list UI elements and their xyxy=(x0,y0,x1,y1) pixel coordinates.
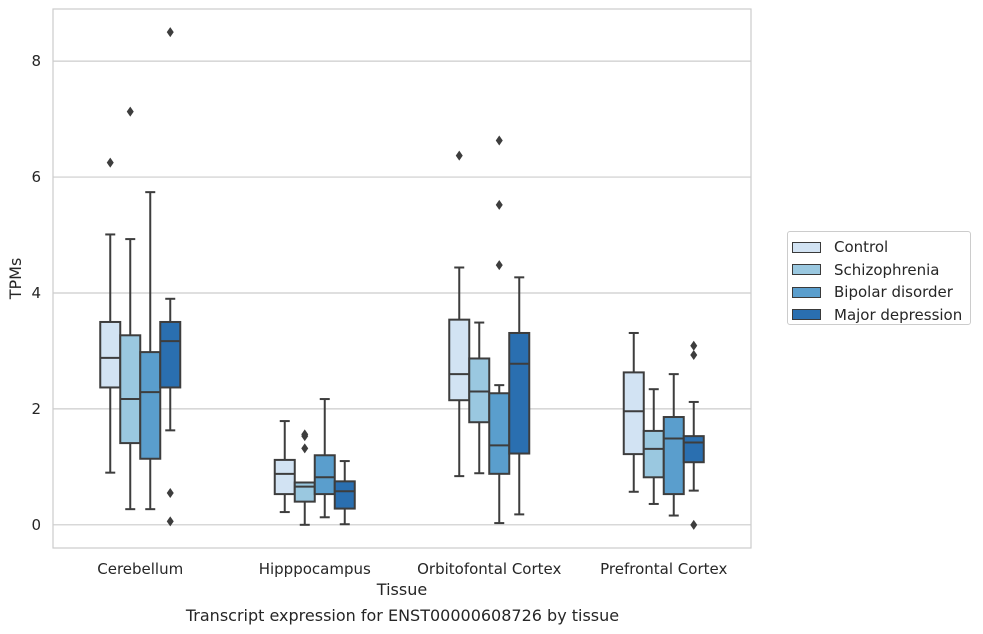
legend-label: Bipolar disorder xyxy=(834,283,953,302)
outlier-point xyxy=(495,199,503,210)
box-iqr xyxy=(293,481,316,503)
box-bipolar-disorder xyxy=(488,135,511,525)
box-bipolar-disorder xyxy=(139,191,162,511)
box-control xyxy=(99,157,122,474)
box-control xyxy=(448,150,471,478)
x-tick-label: Hipppocampus xyxy=(259,560,371,578)
legend-swatch xyxy=(792,264,821,276)
tick-layer: 0 2 4 6 8 Cerebellum Hipppocampus Orbitofontal … xyxy=(31,52,727,578)
box-bipolar-disorder xyxy=(313,398,336,519)
legend-item: Bipolar disorder xyxy=(792,281,970,304)
plot-frame xyxy=(52,8,752,549)
outlier-point xyxy=(690,519,698,530)
outlier-point xyxy=(301,443,309,454)
outlier-point xyxy=(690,350,698,361)
box-iqr xyxy=(448,318,471,402)
box-major-depression xyxy=(682,340,705,530)
box-iqr xyxy=(488,392,511,475)
box-iqr xyxy=(139,351,162,460)
box-bipolar-disorder xyxy=(662,373,685,517)
y-tick-label: 6 xyxy=(31,168,41,186)
box-major-depression xyxy=(508,276,531,516)
outlier-point xyxy=(495,135,503,146)
box-control xyxy=(622,331,645,493)
legend-label: Schizophrenia xyxy=(834,260,940,279)
legend-swatch xyxy=(792,309,821,321)
outlier-point xyxy=(126,106,134,117)
x-tick-label: Cerebellum xyxy=(97,560,183,578)
outlier-point xyxy=(495,260,503,271)
box-iqr xyxy=(508,331,531,455)
box-layer xyxy=(99,27,705,530)
box-iqr xyxy=(662,416,685,496)
box-iqr xyxy=(99,320,122,389)
y-tick-label: 4 xyxy=(31,284,41,302)
box-iqr xyxy=(313,454,336,496)
box-iqr xyxy=(468,357,491,424)
box-iqr xyxy=(333,480,356,510)
box-iqr xyxy=(682,435,705,464)
box-schizophrenia xyxy=(468,321,491,475)
box-iqr xyxy=(119,334,142,445)
y-tick-label: 0 xyxy=(31,516,41,534)
legend-label: Control xyxy=(834,238,889,257)
y-axis-label: TPMs xyxy=(6,258,25,301)
outlier-point xyxy=(690,340,698,351)
box-iqr xyxy=(159,320,182,389)
legend-item: Control xyxy=(792,236,970,259)
outlier-point xyxy=(455,150,463,161)
outlier-point xyxy=(301,429,309,440)
outlier-point xyxy=(106,157,114,168)
outlier-point xyxy=(166,27,174,38)
box-schizophrenia xyxy=(119,106,142,511)
y-tick-label: 2 xyxy=(31,400,41,418)
legend-item: Schizophrenia xyxy=(792,259,970,282)
box-iqr xyxy=(642,429,665,479)
legend-swatch xyxy=(792,241,821,253)
chart-caption: Transcript expression for ENST0000060872… xyxy=(185,606,620,625)
y-tick-label: 8 xyxy=(31,52,41,70)
legend-label: Major depression xyxy=(834,305,963,324)
box-major-depression xyxy=(159,27,182,527)
legend-item: Major depression xyxy=(792,304,970,327)
box-schizophrenia xyxy=(642,388,665,505)
legend-swatch xyxy=(792,286,821,298)
box-major-depression xyxy=(333,460,356,526)
box-control xyxy=(273,420,296,514)
box-iqr xyxy=(273,458,296,496)
box-schizophrenia xyxy=(293,429,316,526)
legend: Control Schizophrenia Bipolar disorder Majo… xyxy=(787,231,971,325)
outlier-point xyxy=(166,487,174,498)
outlier-point xyxy=(166,516,174,527)
box-iqr xyxy=(622,371,645,456)
x-tick-label: Prefrontal Cortex xyxy=(600,560,727,578)
x-tick-label: Orbitofontal Cortex xyxy=(417,560,561,578)
x-axis-label: Tissue xyxy=(376,580,427,599)
